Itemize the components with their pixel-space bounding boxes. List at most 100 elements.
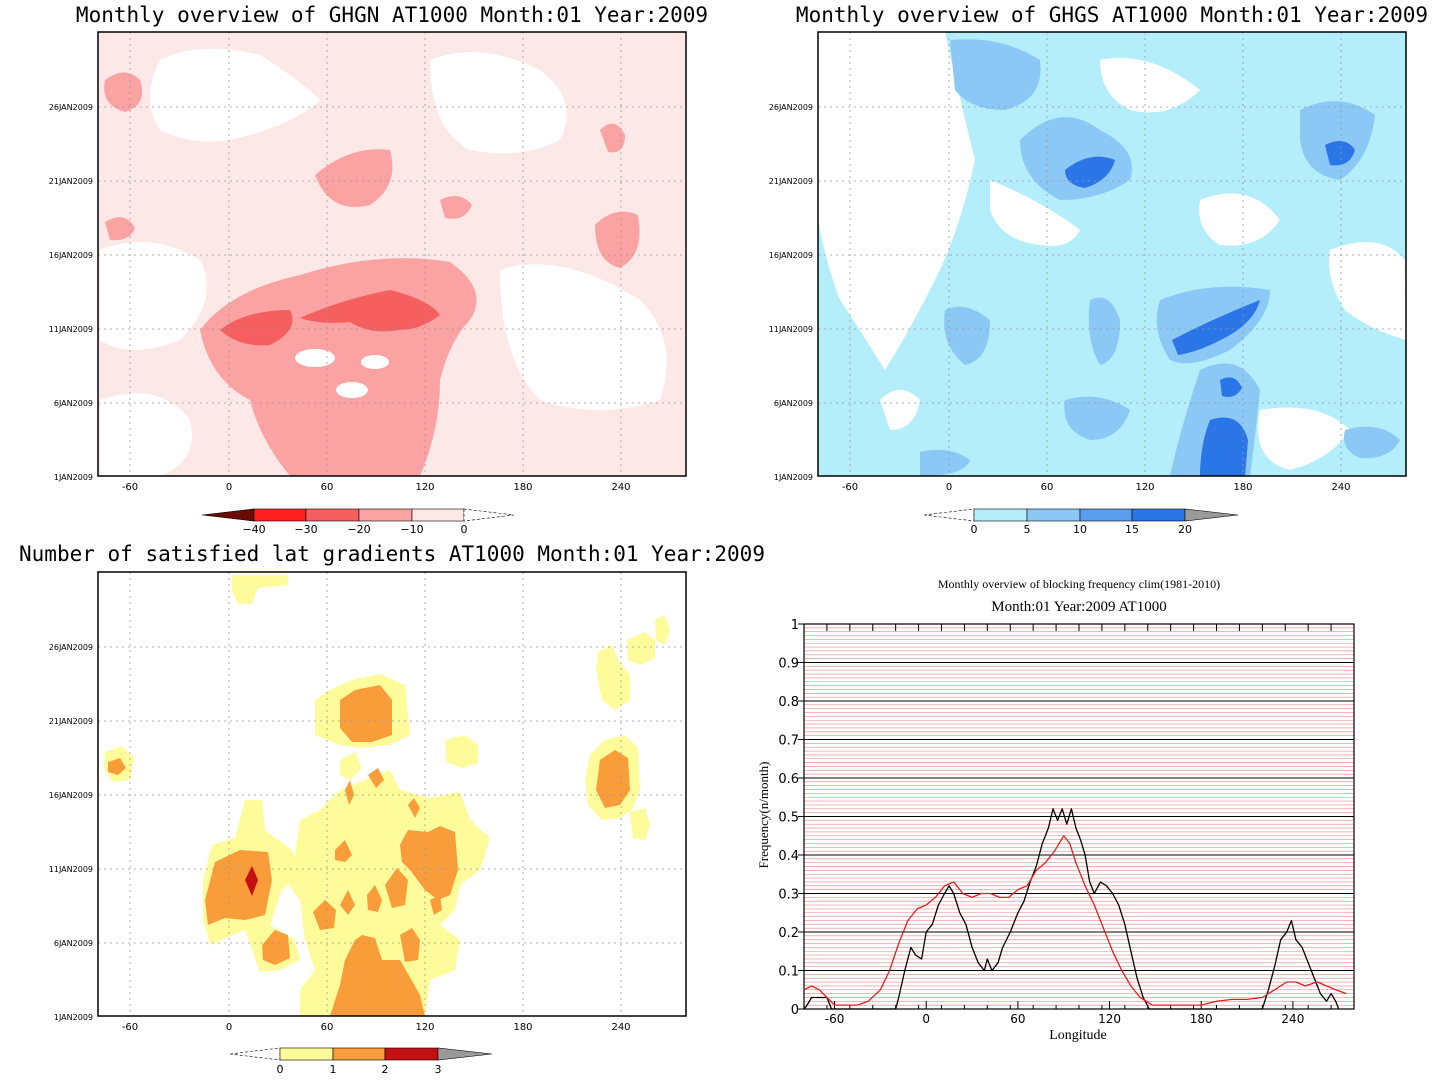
y-tick-label: 0.2 — [778, 926, 799, 941]
ghgs-strong-region — [1065, 156, 1115, 188]
ghgn-white-region — [100, 393, 192, 476]
ghgn-colorbar-label: 0 — [461, 523, 468, 536]
gradients-colorbar-label: 3 — [435, 1063, 442, 1076]
ghgs-colorbar-label: 5 — [1024, 523, 1031, 536]
ghgn-mid-region — [105, 217, 135, 241]
ghgs-colorbar-swatch — [973, 508, 1028, 522]
ghgn-strong-region — [220, 310, 293, 346]
ghgn-x-tick: 120 — [415, 482, 434, 493]
ghgs-x-tick: 60 — [1041, 482, 1054, 493]
ghgn-colorbar-swatch — [358, 508, 413, 522]
ghgs-colorbar-swatch — [1131, 508, 1186, 522]
ghgs-title: Monthly overview of GHGS AT1000 Month:01… — [796, 3, 1428, 27]
ghgs-strong-region — [1172, 300, 1260, 355]
ghgn-mid-region — [600, 123, 625, 153]
ghgs-x-tick: 180 — [1233, 482, 1252, 493]
ghgs-grid — [818, 32, 1406, 476]
gradients-colorbar-swatch — [332, 1047, 386, 1061]
ghgs-colorbar: 0 5 10 15 20 — [923, 508, 1239, 536]
gradients-mid-region — [340, 890, 355, 915]
gradients-strong-region — [245, 866, 258, 896]
ghgs-y-tick: 21JAN2009 — [769, 177, 813, 186]
ghgs-x-tick: 0 — [946, 482, 952, 493]
gradients-mid-region — [108, 758, 126, 775]
y-tick-label: 0.9 — [778, 657, 799, 672]
ghgn-white-region — [150, 48, 320, 142]
gradients-light-region — [627, 632, 655, 665]
gradients-y-tick: 21JAN2009 — [49, 717, 93, 726]
gradients-y-tick: 1JAN2009 — [54, 1013, 93, 1022]
ghgs-mid-region — [950, 39, 1041, 110]
ghgs-strong-region — [1220, 377, 1242, 397]
x-tick-label: -60 — [825, 1012, 845, 1026]
gradients-frame — [97, 571, 687, 1017]
gradients-mid-region — [345, 780, 354, 805]
ghgn-white-region — [295, 349, 335, 367]
ghgn-white-region — [336, 382, 368, 398]
ghgs-mid-region — [920, 449, 970, 476]
ghgs-y-tick: 6JAN2009 — [774, 399, 813, 408]
ghgn-mid-region — [315, 149, 393, 207]
gradients-mid-region — [367, 885, 382, 912]
blocking-frequency-chart: Monthly overview of blocking frequency c… — [756, 577, 1355, 1043]
y-tick-label: 0.1 — [778, 965, 799, 980]
ghgs-mid-region — [1020, 117, 1132, 200]
y-tick-label: 0.3 — [778, 888, 799, 903]
ghgs-panel: Monthly overview of GHGS AT1000 Month:01… — [769, 3, 1428, 536]
gradients-mid-region — [400, 928, 420, 962]
ghgn-mid-region — [595, 211, 640, 268]
ghgn-white-region — [430, 52, 567, 154]
ghgn-strong-region — [300, 290, 440, 332]
y-tick-label: 1 — [791, 618, 799, 633]
ghgs-mid-region — [944, 306, 990, 365]
gradients-mid-region — [330, 935, 425, 1016]
ghgs-mid-region — [1088, 297, 1120, 365]
gradients-colorbar-arrow-high — [437, 1047, 493, 1061]
ghgs-colorbar-label: 15 — [1125, 523, 1139, 536]
ghgs-white-region — [1329, 242, 1406, 340]
ghgn-y-axis: 1JAN2009 6JAN2009 11JAN2009 16JAN2009 21… — [49, 103, 93, 482]
line-plot-area: -60 0 60 120 180 240 0 0.1 0.2 0.3 0.4 0.5 0.6 0.7 0.8… — [778, 618, 1355, 1026]
x-tick-label: 180 — [1190, 1012, 1213, 1026]
ghgs-colorbar-label: 0 — [971, 523, 978, 536]
ghgs-x-axis: -60 0 60 120 180 240 — [842, 482, 1351, 493]
ghgs-mid-region — [1300, 101, 1375, 180]
chart-xlabel: Longitude — [1049, 1028, 1107, 1043]
gradients-panel: Number of satisfied lat gradients AT1000… — [19, 542, 765, 1076]
y-tick-label: 0.5 — [778, 811, 799, 826]
ghgn-colorbar-swatch — [411, 508, 465, 522]
gradients-colorbar: 0 1 2 3 — [229, 1047, 493, 1076]
gradients-mid-region — [408, 798, 420, 818]
gradients-light-region — [340, 752, 362, 780]
ghgs-colorbar-swatch — [1026, 508, 1081, 522]
ghgn-colorbar-label: −30 — [294, 523, 317, 536]
ghgn-y-tick: 26JAN2009 — [49, 103, 93, 112]
ghgs-y-tick: 26JAN2009 — [769, 103, 813, 112]
gradients-light-region — [630, 808, 650, 840]
gradients-mid-region — [262, 930, 290, 965]
ghgn-x-tick: -60 — [122, 482, 138, 493]
ghgn-mid-region — [104, 72, 143, 112]
gradients-y-axis: 1JAN2009 6JAN2009 11JAN2009 16JAN2009 21… — [49, 643, 93, 1022]
gradients-x-tick: 60 — [321, 1022, 334, 1033]
ghgn-grid — [98, 32, 686, 476]
ghgn-colorbar-label: −40 — [242, 523, 265, 536]
ghgs-white-region — [818, 32, 975, 370]
gradients-x-tick: 180 — [513, 1022, 532, 1033]
gradients-mid-region — [335, 840, 352, 862]
gradients-colorbar-label: 1 — [330, 1063, 337, 1076]
gradients-mid-region — [430, 895, 442, 915]
gradients-x-tick: 120 — [415, 1022, 434, 1033]
gradients-x-axis: -60 0 60 120 180 240 — [122, 1022, 631, 1033]
gradients-x-tick: 240 — [611, 1022, 630, 1033]
gradients-y-tick: 26JAN2009 — [49, 643, 93, 652]
ghgs-frame — [817, 31, 1407, 477]
ghgn-colorbar-arrow-high — [463, 508, 515, 522]
gradients-y-tick: 11JAN2009 — [49, 865, 93, 874]
gradients-mid-region — [340, 685, 392, 742]
y-tick-label: 0.6 — [778, 772, 799, 787]
ghgs-x-tick: 240 — [1331, 482, 1350, 493]
ghgn-title: Monthly overview of GHGN AT1000 Month:01… — [76, 3, 708, 27]
chart-title: Monthly overview of blocking frequency c… — [938, 577, 1220, 591]
